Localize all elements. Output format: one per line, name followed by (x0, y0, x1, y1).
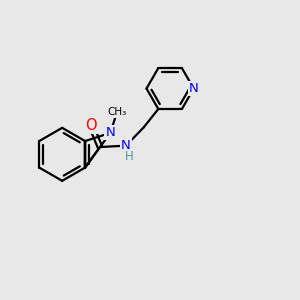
Text: N: N (189, 82, 199, 95)
Text: N: N (121, 139, 131, 152)
Text: O: O (85, 118, 97, 133)
Text: H: H (124, 150, 133, 163)
Text: N: N (105, 126, 115, 140)
Text: CH₃: CH₃ (107, 107, 127, 117)
